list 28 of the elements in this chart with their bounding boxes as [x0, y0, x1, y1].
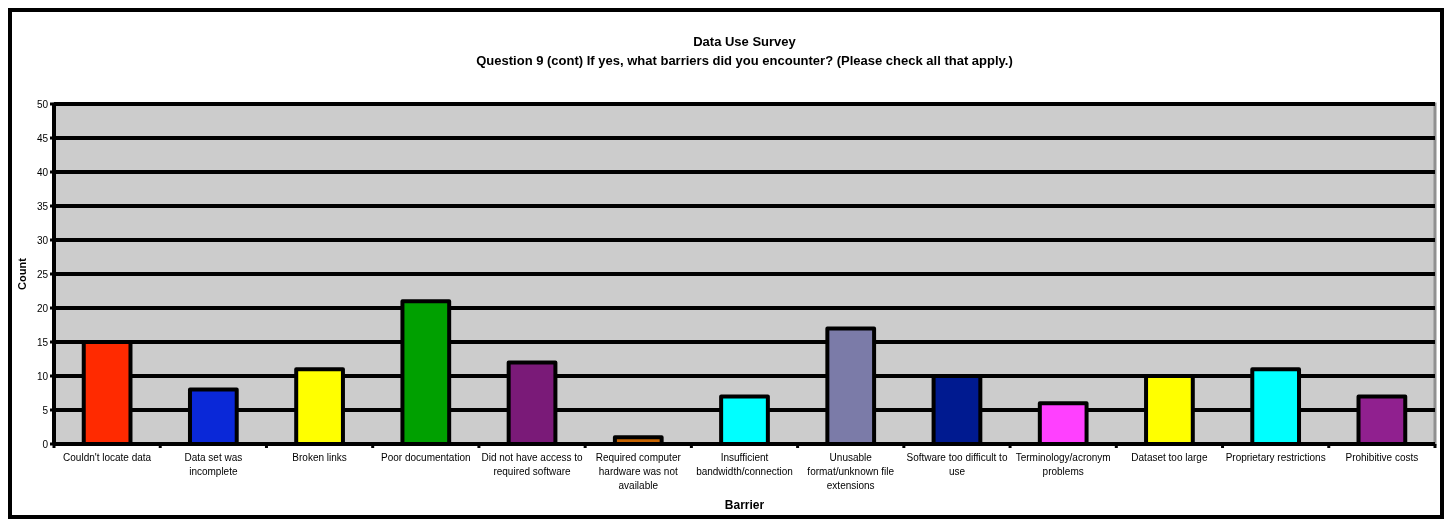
- chart-title: Data Use Survey: [693, 34, 797, 49]
- y-tick-label: 0: [42, 438, 49, 450]
- y-tick-label: 30: [36, 234, 49, 246]
- x-tick-label: Broken links: [292, 452, 347, 463]
- x-tick-label: Prohibitive costs: [1345, 452, 1419, 463]
- y-tick-label: 50: [36, 98, 49, 110]
- x-tick-label: Couldn't locate data: [63, 452, 152, 463]
- x-axis-title: Barrier: [724, 498, 765, 512]
- x-tick-label: Required computer hardware was not available: [595, 452, 682, 491]
- chart-subtitle: Question 9 (cont) If yes, what barriers did you encounter? (Please check all that apply.): [476, 53, 1013, 68]
- y-tick-label: 5: [42, 404, 49, 416]
- y-tick-label: 35: [36, 200, 49, 212]
- x-tick-label: Unusable format/unknown file extensions: [807, 452, 895, 491]
- x-tick-label: Insufficient bandwidth/connection: [696, 452, 793, 477]
- x-tick-label: Proprietary restrictions: [1225, 452, 1326, 463]
- y-tick-label: 10: [36, 370, 49, 382]
- y-tick-label: 20: [36, 302, 49, 314]
- x-tick-label: Data set was incomplete: [184, 452, 243, 477]
- y-tick-label: 25: [36, 268, 49, 280]
- y-tick-label: 15: [36, 336, 49, 348]
- y-tick-label: 40: [36, 166, 49, 178]
- x-tick-label: Did not have access to required software: [481, 452, 584, 477]
- x-tick-label: Poor documentation: [381, 452, 471, 463]
- y-axis-title: Count: [16, 257, 28, 290]
- y-tick-label: 45: [36, 132, 49, 144]
- x-tick-label: Terminology/acronym problems: [1015, 452, 1111, 477]
- x-tick-label: Dataset too large: [1131, 452, 1208, 463]
- x-tick-label: Software too difficult to use: [906, 452, 1008, 477]
